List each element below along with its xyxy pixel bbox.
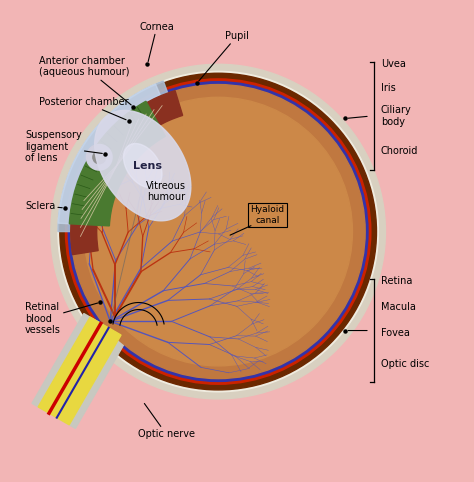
Circle shape [93,151,106,164]
Circle shape [86,145,112,170]
Text: Pupil: Pupil [199,31,249,81]
Circle shape [60,73,376,390]
Circle shape [84,97,353,366]
Text: Sclera: Sclera [25,201,62,211]
Polygon shape [38,317,121,425]
Text: Retina: Retina [381,276,412,286]
Circle shape [58,71,378,392]
Polygon shape [124,144,162,187]
Wedge shape [69,101,165,226]
Circle shape [68,82,368,381]
Text: Vitreous
humour: Vitreous humour [146,181,186,202]
Text: Macula: Macula [381,302,416,312]
Wedge shape [58,84,160,224]
Text: Optic nerve: Optic nerve [138,403,195,439]
Text: Lens: Lens [133,161,162,171]
Circle shape [51,64,385,399]
Circle shape [71,84,365,378]
Wedge shape [58,81,172,231]
Polygon shape [95,110,191,221]
Text: Fovea: Fovea [381,328,410,338]
Text: Anterior chamber
(aqueous humour): Anterior chamber (aqueous humour) [39,56,131,105]
Text: Ciliary
body: Ciliary body [381,106,411,127]
Text: Cornea: Cornea [139,22,174,62]
Text: Retinal
blood
vessels: Retinal blood vessels [25,302,98,335]
Polygon shape [32,314,127,428]
Text: Choroid: Choroid [381,147,418,157]
Text: Optic disc: Optic disc [381,359,429,369]
Text: Hyaloid
canal: Hyaloid canal [251,205,285,225]
Text: Posterior chamber: Posterior chamber [39,97,129,120]
Wedge shape [142,91,182,127]
Wedge shape [71,219,98,254]
Text: Iris: Iris [381,83,395,93]
Text: Uvea: Uvea [381,59,406,69]
Text: Suspensory
ligament
of lens: Suspensory ligament of lens [25,130,102,163]
Circle shape [65,79,371,384]
